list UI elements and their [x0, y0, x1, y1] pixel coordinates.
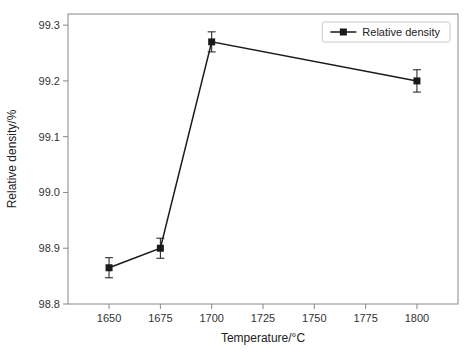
x-tick — [211, 304, 212, 309]
error-bar-cap — [208, 31, 216, 32]
error-bar-cap — [105, 277, 113, 278]
y-axis-label: Relative density/% — [5, 109, 19, 208]
x-tick-label: 1775 — [353, 312, 377, 324]
background — [0, 0, 474, 352]
x-tick-label: 1700 — [199, 312, 223, 324]
error-bar-cap — [156, 258, 164, 259]
x-tick — [416, 304, 417, 309]
error-bar-cap — [156, 238, 164, 239]
y-tick-label: 99.2 — [39, 75, 60, 87]
legend-box — [322, 22, 450, 42]
y-tick — [63, 192, 68, 193]
y-tick — [63, 248, 68, 249]
x-tick — [314, 304, 315, 309]
point — [106, 264, 113, 271]
x-tick-label: 1800 — [405, 312, 429, 324]
legend: Relative density — [322, 22, 450, 42]
y-tick-label: 99.0 — [39, 186, 60, 198]
error-bar — [413, 70, 421, 92]
y-tick — [63, 136, 68, 137]
chart-svg: 1650 1675 1700 1725 1750 1775 1800 98.8 98.9 99.0… — [0, 0, 474, 352]
x-tick-label: 1675 — [148, 312, 172, 324]
x-tick — [109, 304, 110, 309]
x-tick — [263, 304, 264, 309]
error-bar — [208, 32, 216, 52]
y-tick-label: 98.8 — [39, 298, 60, 310]
y-tick-label: 99.1 — [39, 131, 60, 143]
x-tick-label: 1650 — [97, 312, 121, 324]
legend-item: Relative density — [330, 26, 440, 38]
y-tick-label: 99.3 — [39, 19, 60, 31]
legend-marker — [340, 29, 347, 36]
y-tick — [63, 80, 68, 81]
chart-container: 1650 1675 1700 1725 1750 1775 1800 98.8 98.9 99.0… — [0, 0, 474, 352]
point — [413, 77, 420, 84]
data-layer — [105, 32, 421, 278]
x-tick-label: 1750 — [302, 312, 326, 324]
x-tick — [365, 304, 366, 309]
y-tick-label: 98.9 — [39, 242, 60, 254]
axes: 1650 1675 1700 1725 1750 1775 1800 98.8 98.9 99.0… — [39, 19, 430, 324]
x-axis-label: Temperature/°C — [221, 331, 305, 345]
y-tick — [63, 25, 68, 26]
error-bar-cap — [208, 51, 216, 52]
error-bar-cap — [413, 69, 421, 70]
x-tick-label: 1725 — [251, 312, 275, 324]
series-line — [109, 42, 417, 268]
point — [208, 38, 215, 45]
legend-label: Relative density — [362, 26, 440, 38]
y-tick — [63, 304, 68, 305]
error-bar-cap — [413, 92, 421, 93]
plot-frame — [68, 14, 458, 304]
series — [105, 32, 421, 278]
point — [157, 245, 164, 252]
error-bar — [105, 258, 113, 278]
error-bar — [156, 238, 164, 258]
x-tick — [160, 304, 161, 309]
error-bar-cap — [105, 257, 113, 258]
